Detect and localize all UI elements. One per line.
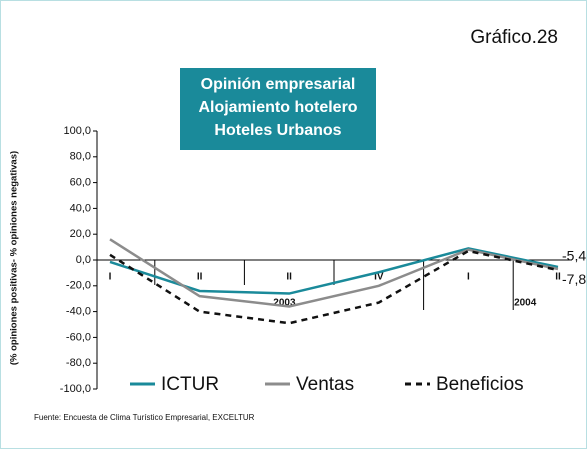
y-tick-label: -60,0 bbox=[66, 331, 91, 343]
legend-label: Beneficios bbox=[436, 374, 524, 395]
chart-title: Opinión empresarial bbox=[201, 76, 356, 93]
series-line bbox=[109, 238, 559, 308]
y-tick-label: 0,0 bbox=[76, 254, 91, 266]
legend-label: Ventas bbox=[296, 374, 354, 395]
data-label: -5,4 bbox=[562, 248, 586, 264]
x-tick-label: I bbox=[109, 272, 112, 283]
x-tick-label: II bbox=[555, 272, 561, 283]
y-tick-label: 80,0 bbox=[70, 151, 91, 163]
chart-title: Hoteles Urbanos bbox=[214, 122, 341, 139]
series-line bbox=[109, 249, 559, 325]
chart-title: Alojamiento hotelero bbox=[198, 99, 357, 116]
title-box bbox=[180, 68, 376, 150]
year-label: 2003 bbox=[273, 298, 296, 309]
y-tick-label: -40,0 bbox=[66, 306, 91, 318]
y-axis-label: (% opiniones positivas- % opiniones nega… bbox=[9, 151, 20, 365]
x-tick-label: I bbox=[467, 272, 470, 283]
data-label: -7,8 bbox=[562, 271, 586, 287]
year-label: 2004 bbox=[514, 298, 537, 309]
legend-label: ICTUR bbox=[161, 374, 219, 395]
y-tick-label: -20,0 bbox=[66, 280, 91, 292]
y-tick-label: 100,0 bbox=[63, 125, 91, 137]
corner-label: Gráfico.28 bbox=[470, 27, 558, 48]
y-tick-label: 60,0 bbox=[70, 177, 91, 189]
y-tick-label: -80,0 bbox=[66, 357, 91, 369]
x-tick-label: II bbox=[286, 272, 292, 283]
x-tick-label: IV bbox=[374, 272, 384, 283]
y-tick-label: 40,0 bbox=[70, 202, 91, 214]
x-tick-label: II bbox=[197, 272, 203, 283]
y-tick-label: -100,0 bbox=[60, 383, 91, 395]
source: Fuente: Encuesta de Clima Turístico Empr… bbox=[34, 413, 255, 422]
y-tick-label: 20,0 bbox=[70, 228, 91, 240]
